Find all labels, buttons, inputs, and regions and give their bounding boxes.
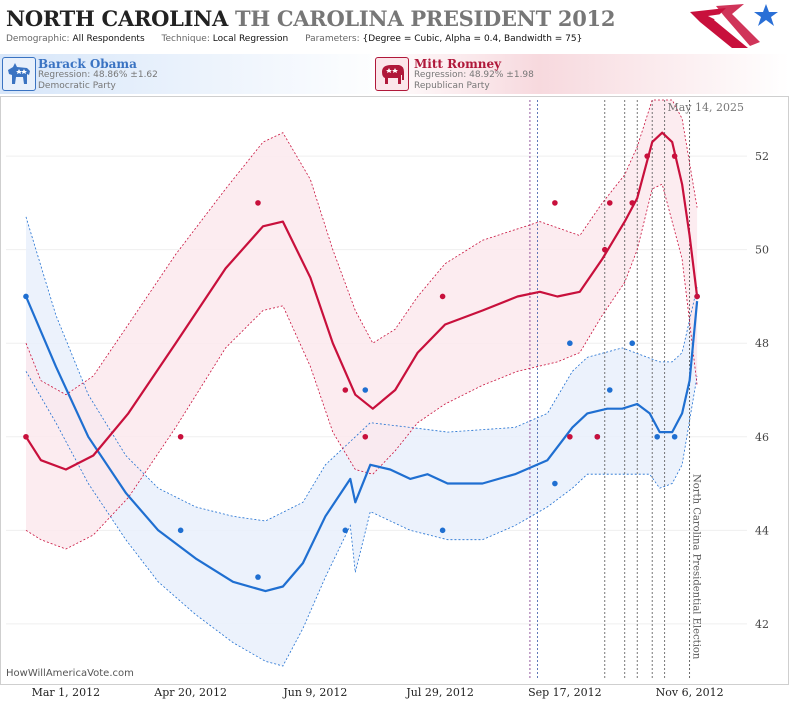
event-label: North Carolina Presidential Election	[691, 474, 702, 660]
x-tick-label: Jun 9, 2012	[282, 686, 347, 699]
parameters-label: Parameters:	[305, 34, 360, 44]
x-tick-label: Sep 17, 2012	[528, 686, 602, 699]
poll-point	[654, 433, 660, 440]
technique-value: Local Regression	[212, 34, 289, 44]
x-tick-label: Mar 1, 2012	[32, 686, 101, 699]
upper-bound-line	[25, 99, 698, 396]
poll-point	[439, 527, 446, 534]
watermark: HowWillAmericaVote.com	[6, 668, 134, 679]
y-tick-label: 46	[755, 431, 769, 444]
x-tick-label: Apr 20, 2012	[153, 686, 227, 699]
parameters-line: Demographic: All Respondents Technique: …	[6, 34, 596, 44]
poll-point	[439, 293, 446, 300]
regression-line	[24, 296, 699, 593]
candidate-regression: Regression: 48.92% ±1.98	[414, 70, 534, 80]
demographic-label: Demographic:	[6, 34, 70, 44]
poll-point	[567, 433, 573, 440]
poll-chart: 42 44 46 48 50 52 Mar 1, 2012 Apr 20, 2012 Jun 9…	[0, 96, 789, 699]
poll-point	[567, 340, 573, 347]
poll-point	[594, 433, 601, 440]
poll-point	[177, 433, 184, 440]
poll-point	[552, 200, 558, 206]
candidate-obama: Barack Obama Regression: 48.86% ±1.62 De…	[0, 54, 394, 94]
y-tick-label: 42	[755, 618, 769, 631]
title-sub: TH CAROLINA PRESIDENT 2012	[235, 6, 616, 31]
candidate-romney: Mitt Romney Regression: 48.92% ±1.98 Rep…	[372, 54, 789, 94]
demographic-value: All Respondents	[72, 34, 145, 44]
confidence-band	[26, 100, 698, 549]
poll-point	[362, 387, 369, 393]
poll-point	[671, 153, 678, 159]
poll-point	[671, 433, 678, 440]
candidate-regression: Regression: 48.86% ±1.62	[38, 70, 158, 80]
site-logo-icon	[690, 4, 778, 48]
y-tick-label: 48	[755, 337, 769, 350]
lower-bound-line	[25, 371, 698, 667]
poll-point	[629, 200, 636, 206]
poll-point	[255, 200, 261, 206]
poll-point	[694, 293, 700, 300]
lower-bound-line	[25, 183, 698, 550]
x-tick-label: Jul 29, 2012	[405, 686, 474, 699]
donkey-icon	[2, 57, 36, 91]
poll-point	[552, 480, 558, 487]
poll-point	[644, 153, 651, 159]
chart-header: NORTH CAROLINA TH CAROLINA PRESIDENT 201…	[0, 0, 789, 52]
poll-point	[255, 574, 261, 580]
poll-point	[601, 246, 608, 253]
candidate-party: Republican Party	[414, 81, 490, 91]
poll-point	[606, 200, 613, 206]
y-tick-label: 44	[755, 524, 769, 537]
poll-point	[606, 387, 613, 393]
poll-point	[342, 387, 349, 393]
poll-point	[629, 340, 636, 347]
x-tick-label: Nov 6, 2012	[656, 686, 724, 699]
poll-point	[362, 433, 369, 440]
candidate-name: Mitt Romney	[414, 57, 502, 71]
technique-label: Technique:	[161, 34, 210, 44]
parameters-value: {Degree = Cubic, Alpha = 0.4, Bandwidth …	[362, 34, 583, 44]
date-label: May 14, 2025	[667, 101, 744, 114]
poll-point	[23, 293, 29, 300]
regression-line	[25, 131, 699, 471]
elephant-icon	[375, 57, 409, 91]
chart-title: NORTH CAROLINA TH CAROLINA PRESIDENT 201…	[6, 6, 615, 31]
y-tick-label: 50	[755, 244, 769, 257]
candidate-party: Democratic Party	[38, 81, 116, 91]
poll-point	[177, 527, 184, 534]
poll-point	[342, 527, 349, 534]
poll-point	[23, 433, 29, 440]
title-main: NORTH CAROLINA	[6, 6, 228, 31]
candidate-name: Barack Obama	[38, 57, 137, 71]
y-tick-label: 52	[755, 150, 769, 163]
